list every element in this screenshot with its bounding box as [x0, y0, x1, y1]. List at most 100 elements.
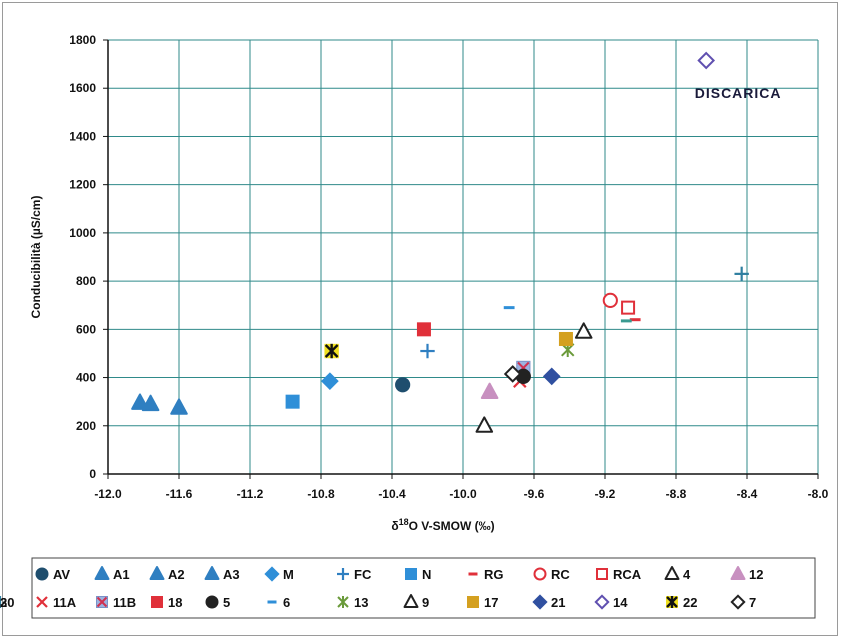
legend-item-4: 4 — [664, 566, 691, 582]
point-18 — [416, 322, 431, 337]
legend-item-RC: RC — [533, 567, 570, 582]
legend-label-11A: 11A — [53, 595, 77, 610]
legend-label-9: 9 — [422, 595, 429, 610]
legend-item-FC: FC — [337, 567, 372, 582]
legend-item-A2: A2 — [149, 566, 185, 582]
legend-marker-11B — [96, 596, 108, 608]
legend-label-7: 7 — [749, 595, 756, 610]
legend-marker-9 — [403, 594, 419, 608]
x-tick-label: -9.2 — [595, 487, 616, 501]
legend-marker-21 — [532, 594, 548, 610]
legend-item-21: 21 — [532, 594, 565, 610]
y-tick-label: 1200 — [69, 178, 96, 192]
legend-item-RCA: RCA — [596, 567, 642, 582]
legend-label-12: 12 — [749, 567, 763, 582]
legend-marker-12 — [730, 566, 746, 580]
legend-label-11B: 11B — [113, 595, 136, 610]
legend-item-14: 14 — [594, 594, 628, 610]
legend-item-7: 7 — [730, 594, 756, 610]
axes — [103, 39, 819, 479]
point-9 — [475, 416, 494, 433]
y-axis-title: Conducibilità (µS/cm) — [29, 196, 43, 319]
x-tick-label: -9.6 — [524, 487, 545, 501]
legend-marker-A1 — [94, 566, 110, 580]
point-FC — [420, 343, 435, 359]
point-17 — [558, 331, 573, 346]
legend-item-A3: A3 — [204, 566, 240, 582]
x-tick-label: -8.4 — [737, 487, 758, 501]
legend-marker-AV — [35, 567, 49, 581]
legend-marker-A2 — [149, 566, 165, 580]
x-axis-title-rest: O V-SMOW (‰) — [409, 519, 495, 533]
legend-item-RG: RG — [468, 567, 504, 582]
legend-label-FC: FC — [354, 567, 372, 582]
legend-marker-M — [264, 566, 280, 582]
legend-item-3: 3 — [0, 595, 7, 610]
point-14 — [697, 51, 716, 70]
legend-label-17: 17 — [484, 595, 498, 610]
point-A3 — [170, 398, 188, 415]
legend-item-A1: A1 — [94, 566, 130, 582]
legend-label-M: M — [283, 567, 294, 582]
x-tick-label: -8.8 — [666, 487, 687, 501]
legend-item-22: 22 — [666, 595, 697, 610]
x-tick-label: -10.0 — [449, 487, 477, 501]
point-4 — [574, 322, 593, 339]
legend-item-M: M — [264, 566, 294, 582]
point-RC — [602, 292, 618, 308]
legend-label-14: 14 — [613, 595, 628, 610]
legend-marker-17 — [467, 596, 479, 608]
annotation-label: DISCARICA — [695, 85, 782, 101]
point-12 — [480, 382, 499, 400]
legend-item-18: 18 — [151, 595, 182, 610]
x-tick-label: -11.6 — [166, 487, 193, 501]
point-RCA — [621, 300, 636, 315]
y-tick-label: 600 — [76, 322, 96, 336]
legend-item-N: N — [405, 567, 431, 582]
legend-item-9: 9 — [403, 594, 429, 610]
legend-label-18: 18 — [168, 595, 182, 610]
legend-label-A2: A2 — [168, 567, 185, 582]
legend-label-3: 3 — [0, 595, 7, 610]
legend-marker-22 — [666, 596, 678, 608]
x-tick-label: -11.2 — [237, 487, 264, 501]
legend-label-20: 20 — [0, 595, 14, 610]
point-A2 — [141, 394, 160, 412]
legend-label-RCA: RCA — [613, 567, 642, 582]
legend-item-6: 6 — [267, 595, 290, 610]
legend-label-13: 13 — [354, 595, 368, 610]
x-tick-label: -10.8 — [307, 487, 335, 501]
point-22 — [324, 343, 339, 359]
legend-marker-4 — [664, 566, 680, 580]
legend-marker-5 — [205, 595, 219, 609]
x-tick-label: -8.0 — [808, 487, 829, 501]
legend-item-20: 20 — [0, 595, 14, 610]
legend-label-6: 6 — [283, 595, 290, 610]
y-tick-label: 400 — [76, 371, 96, 385]
x-tick-label: -12.0 — [94, 487, 122, 501]
legend-item-11A: 11A — [36, 595, 77, 610]
legend-item-17: 17 — [467, 595, 498, 610]
legend-marker-7 — [730, 594, 746, 610]
legend-label-A3: A3 — [223, 567, 240, 582]
legend-label-RC: RC — [551, 567, 570, 582]
y-tick-label: 200 — [76, 419, 96, 433]
y-tick-label: 0 — [89, 467, 96, 481]
y-tick-label: 1000 — [69, 226, 96, 240]
x-axis-title-superscript: 18 — [399, 517, 409, 527]
legend-item-5: 5 — [205, 595, 230, 610]
y-tick-labels: 0 200 400 600 800 1000 1200 1400 1600 1800 — [69, 33, 96, 481]
legend-marker-14 — [594, 594, 610, 610]
legend-label-5: 5 — [223, 595, 230, 610]
legend-item-12: 12 — [730, 566, 763, 582]
x-axis-title: δ18O V-SMOW (‰) — [391, 517, 494, 533]
legend-item-11B: 11B — [96, 595, 136, 610]
point-N — [285, 394, 300, 409]
legend-marker-A3 — [204, 566, 220, 580]
point-AV — [395, 377, 411, 393]
legend-label-N: N — [422, 567, 431, 582]
legend-marker-FC — [337, 568, 349, 580]
legend-item-AV: AV — [35, 567, 70, 582]
